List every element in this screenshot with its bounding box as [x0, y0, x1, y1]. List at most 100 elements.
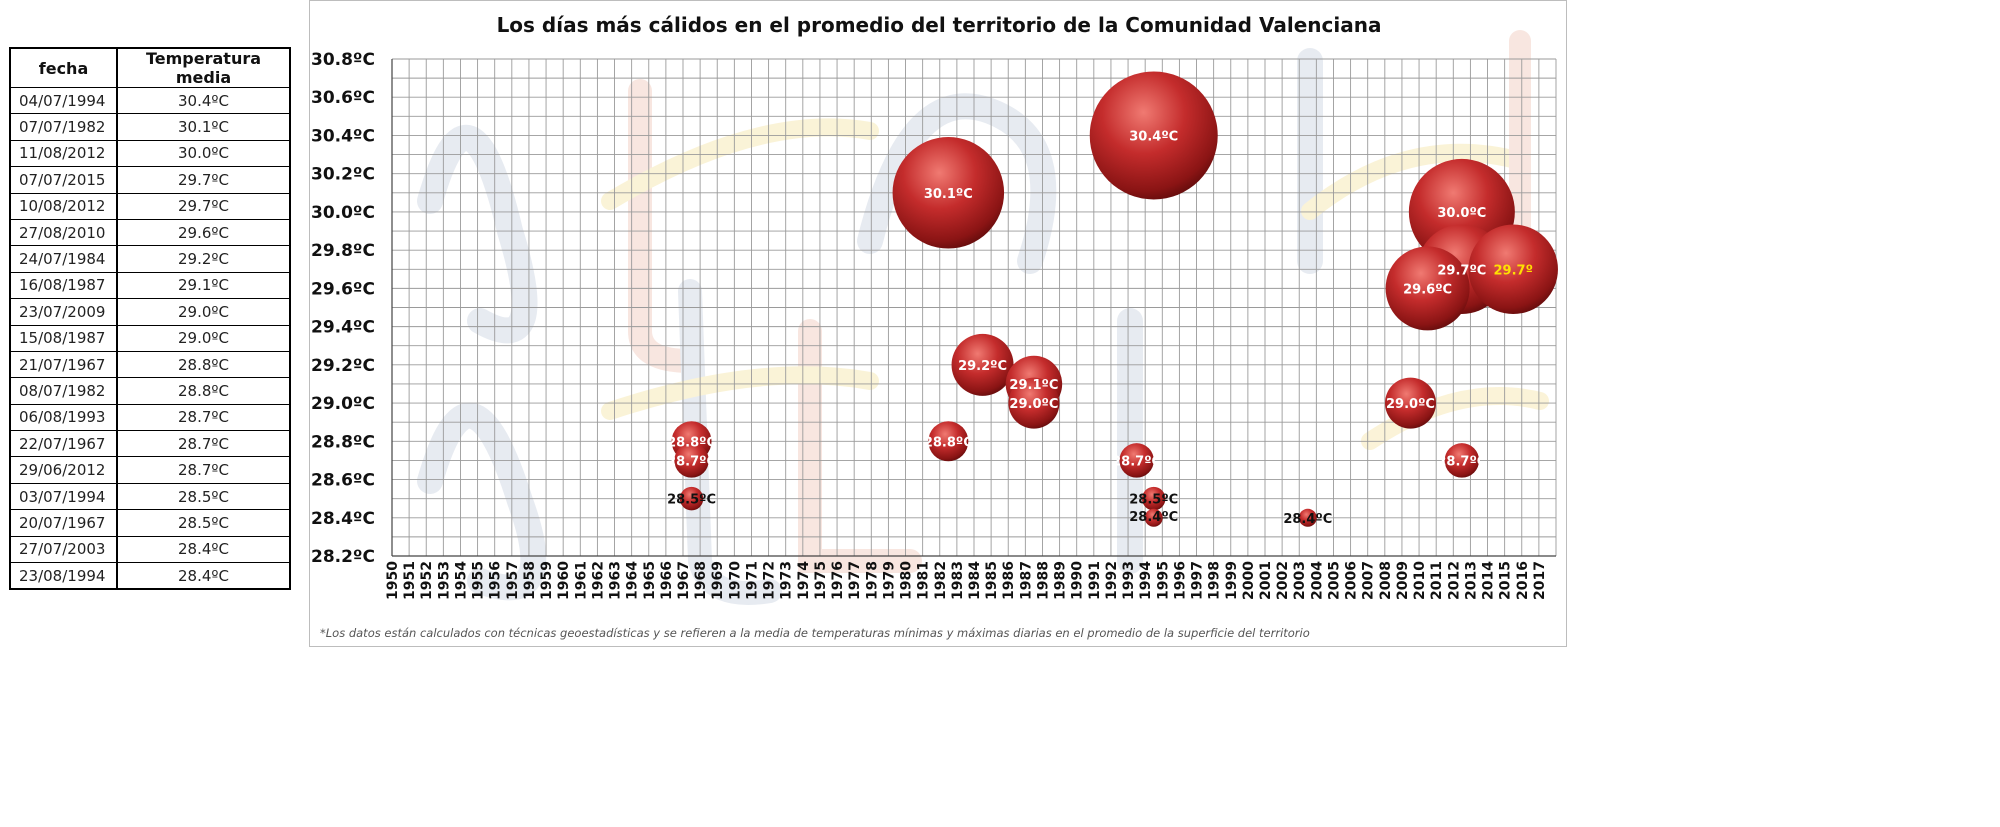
temperature-cell: 29.2ºC	[116, 245, 291, 273]
x-tick-label: 1977	[847, 561, 863, 600]
x-tick-label: 2017	[1532, 561, 1548, 600]
x-tick-label: 1952	[419, 561, 435, 600]
chart-footnote: *Los datos están calculados con técnicas…	[320, 626, 1310, 640]
temperature-cell: 29.7ºC	[116, 192, 291, 220]
x-tick-label: 2009	[1395, 561, 1411, 600]
x-tick-label: 1979	[881, 561, 897, 600]
table-row: 07/07/1982 30.1ºC	[9, 113, 291, 141]
bubble	[1008, 377, 1060, 429]
date-cell: 24/07/1984	[9, 245, 118, 273]
temperature-cell: 28.7ºC	[116, 456, 291, 484]
x-tick-label: 2004	[1309, 561, 1325, 600]
x-tick-label: 1957	[505, 561, 521, 600]
y-tick-label: 28.4ºC	[311, 509, 375, 529]
bubble	[1385, 246, 1470, 331]
bubble-label: 28.4ºC	[1283, 512, 1332, 527]
x-tick-label: 2001	[1258, 561, 1274, 600]
temperature-cell: 28.8ºC	[116, 377, 291, 405]
bubble-label: 30.0ºC	[1437, 206, 1486, 221]
x-tick-label: 2007	[1361, 561, 1377, 600]
temperature-cell: 30.4ºC	[116, 86, 291, 115]
bubble-label: 29.0ºC	[1009, 397, 1058, 412]
bubble-label: 30.1ºC	[924, 187, 973, 202]
table-row: 29/06/2012 28.7ºC	[9, 456, 291, 484]
x-tick-label: 2006	[1344, 561, 1360, 600]
x-tick-label: 1990	[1070, 561, 1086, 600]
x-tick-label: 2011	[1429, 561, 1445, 600]
bubble	[1119, 443, 1154, 478]
y-tick-label: 30.6ºC	[311, 88, 375, 108]
bubble-label: 30.4ºC	[1129, 129, 1178, 144]
x-tick-label: 1960	[556, 561, 572, 600]
x-tick-label: 1954	[453, 561, 469, 600]
x-tick-label: 2010	[1412, 561, 1428, 600]
chart-grid	[391, 58, 1557, 557]
x-tick-label: 1978	[864, 561, 880, 600]
temperature-cell: 30.1ºC	[116, 113, 291, 141]
x-tick-label: 2008	[1378, 561, 1394, 600]
table-row: 11/08/2012 30.0ºC	[9, 139, 291, 168]
x-tick-label: 1981	[916, 561, 932, 600]
date-cell: 16/08/1987	[9, 271, 118, 300]
date-cell: 08/07/1982	[9, 377, 118, 405]
x-tick-label: 1996	[1172, 561, 1188, 600]
bubble-label: 28.5ºC	[667, 493, 716, 508]
y-tick-label: 28.2ºC	[311, 547, 375, 567]
bubble	[1468, 224, 1558, 315]
x-tick-label: 1967	[676, 561, 692, 600]
x-axis: 1950 1951 1952 1953 1954 1955 1956 1957 1958 1959…	[385, 561, 1548, 600]
date-cell: 21/07/1967	[9, 350, 118, 379]
x-tick-label: 1951	[402, 561, 418, 600]
x-tick-label: 1973	[779, 561, 795, 600]
x-tick-label: 1950	[385, 561, 401, 600]
column-header-temperatura: Temperatura media	[116, 47, 291, 88]
x-tick-label: 1989	[1053, 561, 1069, 600]
x-tick-label: 2003	[1292, 561, 1308, 600]
bubble	[1298, 508, 1317, 527]
column-header-fecha: fecha	[9, 47, 118, 88]
table-row: 10/08/2012 29.7ºC	[9, 192, 291, 220]
x-tick-label: 1963	[608, 561, 624, 600]
temperature-cell: 28.4ºC	[116, 535, 291, 564]
table-row: 04/07/1994 30.4ºC	[9, 86, 291, 115]
table-row: 24/07/1984 29.2ºC	[9, 245, 291, 273]
bubble	[1385, 377, 1436, 429]
y-tick-label: 30.2ºC	[311, 165, 375, 185]
bubble	[1444, 443, 1480, 478]
table-row: 23/08/1994 28.4ºC	[9, 562, 291, 590]
x-tick-label: 1983	[950, 561, 966, 600]
bubble-label: 28.7ºC	[1437, 454, 1486, 469]
temperature-cell: 28.7ºC	[116, 403, 291, 432]
bubble	[892, 137, 1005, 249]
y-axis: 28.2ºC 28.4ºC 28.6ºC 28.8ºC 29.0ºC 29.2ºC 29.4…	[311, 50, 375, 567]
x-tick-label: 1982	[933, 561, 949, 600]
bubble	[1089, 71, 1218, 200]
date-cell: 04/07/1994	[9, 86, 118, 115]
y-tick-label: 30.8ºC	[311, 50, 375, 70]
y-tick-label: 28.8ºC	[311, 432, 375, 452]
bubble-label: 28.5ºC	[1129, 493, 1178, 508]
temperature-cell: 28.5ºC	[116, 509, 291, 537]
temperature-cell: 29.1ºC	[116, 271, 291, 300]
date-cell: 03/07/1994	[9, 482, 118, 511]
x-tick-label: 1992	[1104, 561, 1120, 600]
x-tick-label: 1961	[573, 561, 589, 600]
table-row: 27/08/2010 29.6ºC	[9, 218, 291, 247]
date-cell: 23/07/2009	[9, 298, 118, 326]
x-tick-label: 1955	[471, 561, 487, 600]
x-tick-label: 1968	[693, 561, 709, 600]
x-tick-label: 1987	[1018, 561, 1034, 600]
x-tick-label: 1998	[1207, 561, 1223, 600]
bubble	[928, 421, 969, 462]
temperature-cell: 28.8ºC	[116, 350, 291, 379]
y-tick-label: 28.6ºC	[311, 471, 375, 491]
table-row: 03/07/1994 28.5ºC	[9, 482, 291, 511]
x-tick-label: 1993	[1121, 561, 1137, 600]
y-tick-label: 29.8ºC	[311, 241, 375, 261]
x-tick-label: 1972	[762, 561, 778, 600]
bubble-label: 29.7ºC	[1437, 263, 1486, 278]
table-row: 15/08/1987 29.0ºC	[9, 324, 291, 352]
x-tick-label: 1984	[967, 561, 983, 600]
bubble-label: 28.4ºC	[1129, 510, 1178, 525]
chart-panel: Los días más cálidos en el promedio del …	[309, 0, 1567, 647]
